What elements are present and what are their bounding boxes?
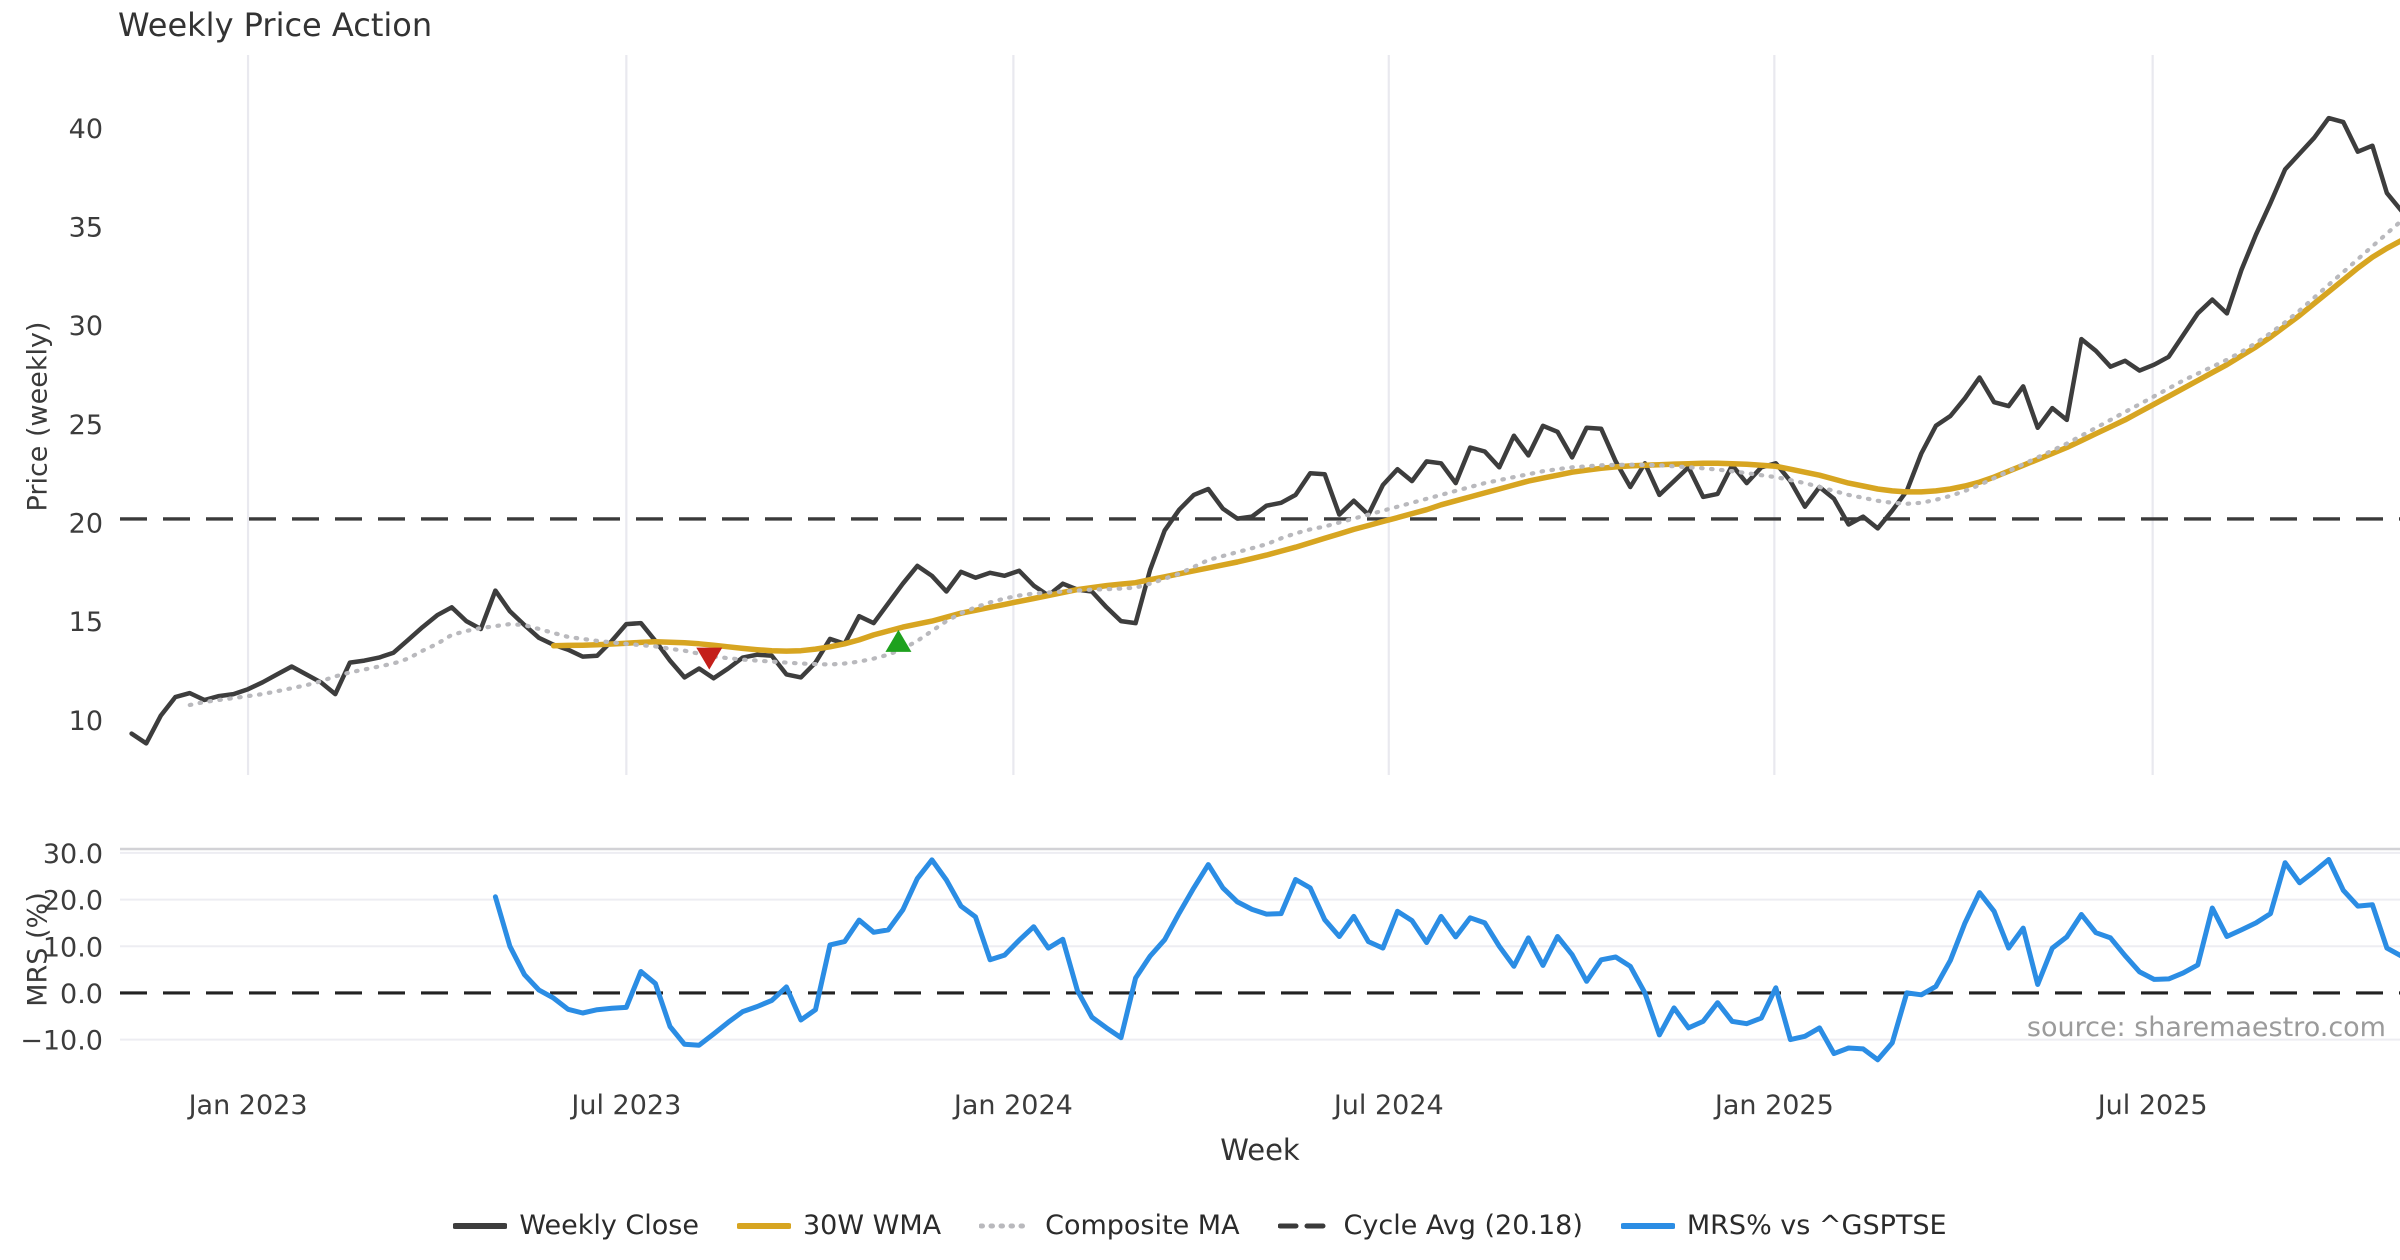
mrs-tick-label: 10.0 — [43, 932, 103, 963]
legend-label: Composite MA — [1045, 1210, 1240, 1241]
series-composite-ma — [187, 219, 2400, 708]
legend-swatch-solid — [453, 1222, 508, 1229]
price-tick-label: 35 — [69, 213, 103, 244]
price-tick-label: 25 — [69, 410, 103, 441]
chart-title: Weekly Price Action — [118, 6, 433, 44]
source-note: source: sharemaestro.com — [2026, 1012, 2386, 1043]
mrs-tick-label: 0.0 — [60, 979, 103, 1010]
legend-swatch-dashed — [1277, 1223, 1332, 1228]
price-tick-label: 40 — [69, 114, 103, 145]
series-30w-wma — [550, 238, 2400, 654]
legend-label: MRS% vs ^GSPTSE — [1686, 1210, 1947, 1241]
legend-item-30w-wma: 30W WMA — [736, 1210, 942, 1241]
legend-label: 30W WMA — [802, 1210, 942, 1241]
mrs-tick-label: 20.0 — [43, 886, 103, 917]
x-tick-label: Jan 2025 — [1713, 1090, 1834, 1121]
legend-item-cycle-avg-20-18-: Cycle Avg (20.18) — [1277, 1210, 1583, 1241]
legend-swatch-solid — [1620, 1222, 1675, 1229]
legend-item-composite-ma: Composite MA — [979, 1210, 1240, 1241]
price-axis-label: Price (weekly) — [22, 321, 54, 512]
price-tick-label: 15 — [69, 607, 103, 638]
week-axis-label: Week — [1220, 1133, 1300, 1167]
legend-swatch-dotted — [979, 1223, 1034, 1228]
legend-swatch-solid — [736, 1222, 791, 1229]
x-tick-label: Jan 2024 — [952, 1090, 1073, 1121]
mrs-tick-label: −10.0 — [20, 1026, 103, 1057]
series-weekly-close — [129, 115, 2400, 746]
price-tick-label: 10 — [69, 706, 103, 737]
x-tick-label: Jul 2025 — [2096, 1090, 2208, 1121]
buy-marker — [885, 629, 912, 652]
legend-item-weekly-close: Weekly Close — [453, 1210, 699, 1241]
mrs-axis-label: MRS (%) — [22, 892, 54, 1007]
series-mrs-vs-gsptse — [492, 857, 2400, 1063]
x-tick-label: Jul 2023 — [569, 1090, 681, 1121]
legend: Weekly Close 30W WMA Composite MA Cycle Avg… — [0, 1210, 2400, 1241]
legend-label: Weekly Close — [519, 1210, 699, 1241]
x-tick-label: Jan 2023 — [187, 1090, 308, 1121]
price-tick-label: 30 — [69, 311, 103, 342]
x-tick-label: Jul 2024 — [1332, 1090, 1444, 1121]
price-tick-label: 20 — [69, 509, 103, 540]
sell-marker — [696, 647, 723, 670]
legend-label: Cycle Avg (20.18) — [1343, 1210, 1583, 1241]
legend-item-mrs-vs-gsptse: MRS% vs ^GSPTSE — [1620, 1210, 1947, 1241]
mrs-tick-label: 30.0 — [43, 839, 103, 870]
